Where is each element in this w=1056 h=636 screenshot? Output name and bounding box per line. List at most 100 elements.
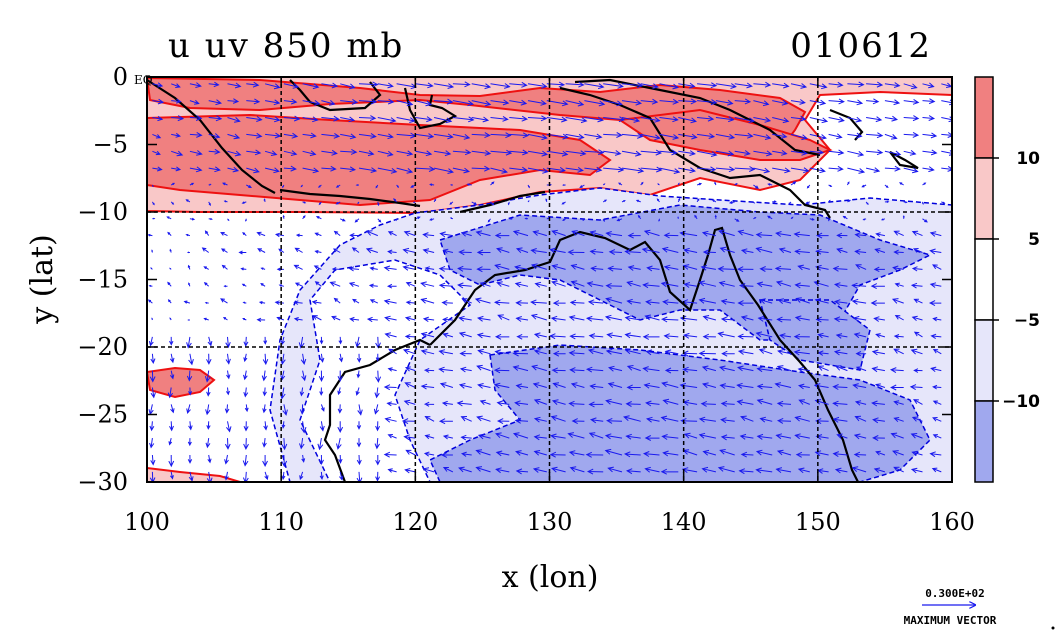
- wind-vector: [772, 200, 777, 203]
- wind-vector: [642, 333, 660, 340]
- colorbar: 10 5 −5 −10: [974, 76, 1040, 483]
- wind-vector: [656, 198, 660, 203]
- wind-vector: [894, 485, 903, 489]
- wind-vector: [530, 248, 547, 254]
- wind-vector: [358, 132, 377, 139]
- wind-vector: [434, 98, 454, 105]
- wind-vector: [405, 281, 416, 287]
- wind-vector: [834, 467, 848, 474]
- wind-vector: [929, 248, 942, 255]
- wind-vector: [659, 83, 679, 90]
- wind-vector: [640, 83, 659, 89]
- wind-vector: [300, 184, 303, 188]
- wind-vector: [587, 348, 604, 355]
- wind-vector: [767, 183, 773, 186]
- wind-vector: [884, 133, 898, 140]
- wind-vector: [357, 489, 360, 495]
- wind-vector: [319, 353, 325, 363]
- wind-vector: [185, 233, 191, 237]
- wind-vector: [700, 264, 716, 271]
- wind-vector: [280, 336, 285, 346]
- wind-vector: [358, 98, 378, 105]
- wind-vector: [189, 115, 203, 121]
- wind-vector: [893, 230, 904, 237]
- wind-vector: [534, 281, 547, 288]
- wind-vector: [700, 400, 716, 407]
- wind-vector: [607, 466, 623, 473]
- wind-vector: [621, 117, 641, 123]
- wind-vector: [243, 421, 249, 432]
- wind-vector: [283, 150, 298, 156]
- wind-vector: [790, 149, 808, 156]
- wind-vector: [477, 433, 491, 440]
- wind-vector: [527, 82, 548, 89]
- wind-vector: [644, 314, 660, 321]
- wind-vector: [509, 115, 529, 122]
- colorbar-segment: [974, 76, 994, 159]
- wind-vector: [319, 454, 324, 466]
- wind-vector: [903, 201, 908, 204]
- wind-vector: [734, 150, 751, 156]
- wind-vector: [355, 387, 360, 396]
- wind-vector: [530, 299, 547, 306]
- wind-vector: [662, 299, 679, 306]
- wind-vector: [607, 382, 623, 388]
- wind-vector: [876, 486, 885, 490]
- wind-vector: [439, 231, 453, 238]
- wind-vector: [922, 218, 928, 223]
- wind-vector: [922, 132, 938, 139]
- wind-vector: [246, 98, 261, 105]
- wind-vector: [569, 333, 585, 340]
- wind-vector: [476, 364, 491, 372]
- wind-vector: [664, 367, 679, 374]
- wind-vector: [873, 467, 886, 473]
- wind-vector: [509, 149, 529, 156]
- wind-vector: [475, 449, 491, 456]
- wind-vector: [302, 100, 321, 106]
- wind-vector: [533, 332, 547, 339]
- wind-vector: [170, 471, 174, 480]
- wind-vector: [263, 198, 266, 203]
- wind-vector: [753, 150, 773, 157]
- wind-vector: [569, 299, 585, 306]
- wind-vector: [357, 201, 360, 205]
- wind-vector: [903, 115, 920, 122]
- wind-vector: [775, 467, 792, 473]
- wind-vector: [358, 81, 379, 88]
- wind-vector: [295, 233, 303, 238]
- wind-vector: [715, 150, 735, 157]
- wind-vector: [169, 370, 175, 380]
- wind-vector: [585, 451, 604, 458]
- wind-vector: [737, 365, 754, 372]
- wind-vector: [335, 201, 341, 205]
- wind-vector: [932, 264, 942, 270]
- wind-vector: [282, 489, 287, 499]
- wind-vector: [204, 301, 209, 304]
- wind-vector: [795, 451, 810, 458]
- wind-vector: [495, 432, 510, 439]
- wind-vector: [884, 99, 901, 106]
- wind-vector: [903, 98, 920, 105]
- wind-vector: [736, 266, 754, 273]
- wind-vector: [187, 454, 193, 464]
- wind-vector: [678, 117, 697, 124]
- wind-vector: [402, 348, 416, 355]
- wind-vector: [321, 132, 341, 139]
- wind-vector: [149, 489, 154, 499]
- wind-vector: [814, 450, 829, 457]
- wind-vector: [403, 399, 416, 406]
- wind-vector: [922, 98, 936, 105]
- wind-vector: [740, 451, 754, 458]
- wind-vector: [533, 398, 547, 405]
- wind-vector: [696, 198, 700, 203]
- wind-vector: [208, 99, 222, 106]
- wind-vector: [796, 485, 810, 490]
- wind-vector: [756, 281, 773, 288]
- wind-vector: [624, 348, 641, 355]
- wind-vector: [348, 266, 360, 272]
- wind-vector: [910, 433, 923, 439]
- wind-vector: [870, 300, 885, 306]
- wind-vector: [756, 366, 773, 373]
- wind-vector: [677, 182, 680, 186]
- wind-vector: [321, 149, 338, 156]
